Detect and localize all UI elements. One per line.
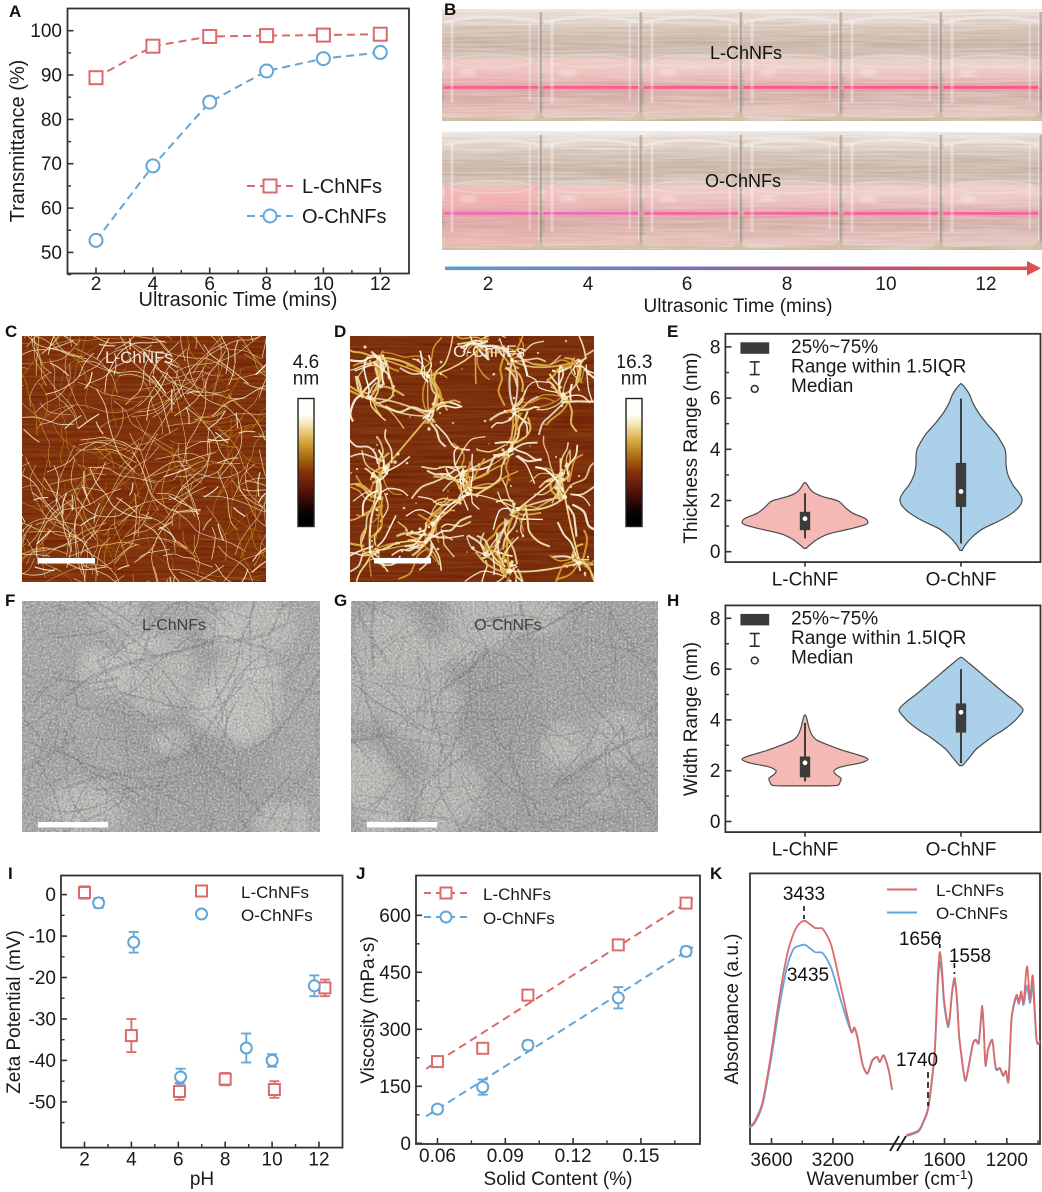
svg-text:O-ChNFs: O-ChNFs (302, 206, 386, 228)
svg-text:12: 12 (975, 274, 996, 295)
svg-text:4: 4 (710, 440, 721, 461)
svg-text:0.15: 0.15 (622, 1146, 659, 1167)
svg-text:10: 10 (262, 1150, 283, 1171)
svg-text:Solid Content (%): Solid Content (%) (484, 1169, 633, 1190)
svg-text:100: 100 (30, 21, 62, 42)
svg-text:Zeta Potential (mV): Zeta Potential (mV) (4, 930, 25, 1094)
svg-text:1200: 1200 (986, 1150, 1028, 1171)
svg-text:80: 80 (41, 110, 62, 131)
svg-text:O-ChNFs: O-ChNFs (474, 617, 542, 634)
svg-text:Wavenumber (cm-1): Wavenumber (cm-1) (806, 1167, 973, 1190)
svg-text:12: 12 (308, 1150, 329, 1171)
svg-text:L-ChNFs: L-ChNFs (105, 348, 173, 367)
svg-text:8: 8 (220, 1150, 231, 1171)
svg-text:L-ChNFs: L-ChNFs (483, 885, 551, 904)
svg-text:16.3: 16.3 (618, 352, 652, 373)
svg-text:1558: 1558 (949, 946, 991, 967)
svg-text:0: 0 (710, 812, 721, 833)
svg-text:Median: Median (791, 648, 853, 669)
svg-text:4: 4 (126, 1150, 137, 1171)
svg-text:70: 70 (41, 154, 62, 175)
svg-text:450: 450 (379, 963, 411, 984)
svg-text:Width Range (nm): Width Range (nm) (681, 642, 702, 796)
svg-text:4: 4 (148, 274, 159, 295)
svg-text:L-ChNFs: L-ChNFs (936, 881, 1004, 900)
svg-text:150: 150 (379, 1077, 411, 1098)
svg-text:6: 6 (204, 274, 215, 295)
svg-text:nm: nm (621, 369, 647, 390)
svg-text:8: 8 (710, 609, 721, 630)
svg-text:6: 6 (682, 274, 693, 295)
svg-text:Range within 1.5IQR: Range within 1.5IQR (791, 628, 966, 649)
svg-text:Transmittance (%): Transmittance (%) (7, 60, 29, 223)
svg-text:Absorbance (a.u.): Absorbance (a.u.) (722, 933, 743, 1084)
svg-text:L-ChNFs: L-ChNFs (302, 176, 382, 198)
svg-text:25%~75%: 25%~75% (791, 337, 878, 358)
svg-text:Range within 1.5IQR: Range within 1.5IQR (791, 356, 966, 377)
svg-text:3600: 3600 (750, 1150, 792, 1171)
svg-text:0.09: 0.09 (487, 1146, 524, 1167)
svg-text:L-ChNF: L-ChNF (772, 840, 839, 861)
svg-text:3200: 3200 (812, 1150, 854, 1171)
svg-text:O-ChNFs: O-ChNFs (936, 904, 1008, 923)
svg-text:10: 10 (313, 274, 334, 295)
svg-text:L-ChNF: L-ChNF (772, 570, 839, 591)
svg-text:0.06: 0.06 (419, 1146, 456, 1167)
svg-text:L-ChNFs: L-ChNFs (241, 883, 309, 902)
svg-text:0.12: 0.12 (555, 1146, 592, 1167)
svg-text:O-ChNFs: O-ChNFs (453, 342, 525, 361)
svg-text:Viscosity (mPa·s): Viscosity (mPa·s) (358, 936, 379, 1083)
svg-text:0: 0 (710, 542, 721, 563)
svg-text:1600: 1600 (923, 1150, 965, 1171)
svg-text:Ultrasonic Time (mins): Ultrasonic Time (mins) (644, 296, 833, 316)
svg-text:-40: -40 (29, 1051, 56, 1072)
svg-text:90: 90 (41, 66, 62, 87)
svg-text:4: 4 (710, 710, 721, 731)
svg-text:2: 2 (483, 274, 494, 295)
svg-text:50: 50 (41, 243, 62, 264)
svg-text:-20: -20 (29, 968, 56, 989)
svg-text:60: 60 (41, 199, 62, 220)
svg-text:6: 6 (173, 1150, 184, 1171)
svg-text:4.6: 4.6 (293, 352, 319, 373)
svg-text:300: 300 (379, 1020, 411, 1041)
svg-text:600: 600 (379, 906, 411, 927)
svg-text:Thickness Range (nm): Thickness Range (nm) (681, 352, 702, 543)
svg-text:8: 8 (782, 274, 793, 295)
svg-text:2: 2 (91, 274, 102, 295)
svg-text:2: 2 (79, 1150, 90, 1171)
svg-text:nm: nm (293, 369, 319, 390)
svg-text:L-ChNFs: L-ChNFs (710, 43, 782, 63)
svg-text:L-ChNFs: L-ChNFs (142, 617, 206, 634)
svg-text:8: 8 (710, 337, 721, 358)
svg-text:8: 8 (261, 274, 272, 295)
svg-text:-50: -50 (29, 1092, 56, 1113)
svg-text:6: 6 (710, 660, 721, 681)
svg-text:3435: 3435 (787, 965, 829, 986)
svg-text:0: 0 (45, 885, 56, 906)
svg-text:1740: 1740 (896, 1050, 938, 1071)
svg-text:-30: -30 (29, 1010, 56, 1031)
svg-text:0: 0 (400, 1134, 411, 1155)
svg-text:12: 12 (370, 274, 391, 295)
svg-text:1656: 1656 (899, 929, 941, 950)
svg-text:4: 4 (583, 274, 594, 295)
svg-text:6: 6 (710, 389, 721, 410)
svg-text:25%~75%: 25%~75% (791, 608, 878, 629)
svg-text:2: 2 (710, 491, 721, 512)
svg-text:O-ChNF: O-ChNF (926, 840, 997, 861)
svg-text:2: 2 (710, 761, 721, 782)
svg-text:O-ChNFs: O-ChNFs (705, 171, 781, 191)
svg-text:O-ChNFs: O-ChNFs (241, 906, 313, 925)
svg-text:-10: -10 (29, 927, 56, 948)
svg-text:10: 10 (875, 274, 896, 295)
svg-text:O-ChNF: O-ChNF (926, 570, 997, 591)
svg-text:pH: pH (190, 1169, 214, 1190)
svg-text:O-ChNFs: O-ChNFs (483, 909, 555, 928)
svg-text:3433: 3433 (783, 884, 825, 905)
svg-text:Median: Median (791, 376, 853, 397)
svg-text:Ultrasonic Time (mins): Ultrasonic Time (mins) (139, 289, 338, 311)
